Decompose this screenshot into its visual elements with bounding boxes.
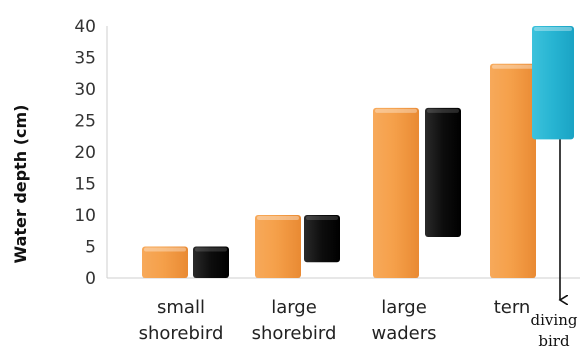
annotation-label: bird xyxy=(538,332,570,350)
category-label: shorebird xyxy=(252,323,337,344)
y-tick-label: 35 xyxy=(74,49,96,69)
orange-bar-highlight xyxy=(257,216,299,220)
category-label: waders xyxy=(371,323,436,344)
black-bar-highlight xyxy=(195,247,227,252)
category-labels: small shorebird large shorebird large waders t… xyxy=(139,297,531,344)
category-label: large xyxy=(271,297,317,318)
category-label: large xyxy=(381,297,427,318)
y-tick-labels: 0 5 10 15 20 25 30 35 40 xyxy=(74,17,96,289)
orange-bar xyxy=(490,63,536,278)
y-tick-label: 40 xyxy=(74,17,96,37)
bars xyxy=(142,26,574,279)
y-tick-label: 20 xyxy=(74,143,96,163)
y-tick-label: 0 xyxy=(85,269,96,289)
black-bar xyxy=(193,246,229,278)
orange-bar xyxy=(142,246,188,278)
y-tick-label: 30 xyxy=(74,80,96,100)
y-tick-label: 5 xyxy=(85,238,96,258)
blue-bar xyxy=(532,26,574,140)
category-label: tern xyxy=(494,297,531,318)
y-tick-label: 15 xyxy=(74,175,96,195)
orange-bar-highlight xyxy=(144,247,186,252)
black-bar-highlight xyxy=(427,108,459,113)
annotation-label: diving xyxy=(531,311,578,329)
y-tick-label: 10 xyxy=(74,206,96,226)
diving-bird-annotation: diving bird xyxy=(531,139,578,350)
orange-bar xyxy=(255,215,301,278)
black-bar xyxy=(304,215,340,263)
orange-bar-highlight xyxy=(375,108,417,113)
black-bar-highlight xyxy=(306,216,338,220)
orange-bar xyxy=(373,107,419,279)
category-label: small xyxy=(157,297,205,318)
black-bar xyxy=(425,107,461,238)
category-label: shorebird xyxy=(139,323,224,344)
orange-bar-highlight xyxy=(492,64,534,69)
blue-bar-highlight xyxy=(534,27,572,31)
y-axis-label: Water depth (cm) xyxy=(11,105,30,264)
y-tick-label: 25 xyxy=(74,112,96,132)
